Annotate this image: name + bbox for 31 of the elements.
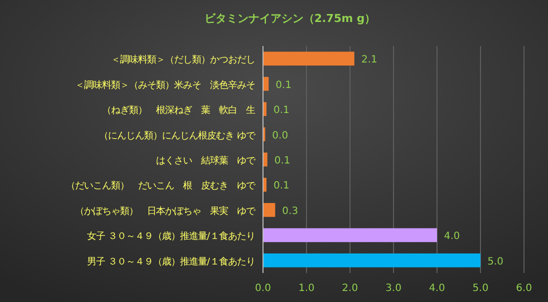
x-tick-label: 5.0 [472, 283, 488, 294]
y-tick-label: （にんじん類）にんじん根皮むき ゆで [99, 130, 256, 142]
data-label: 0.1 [273, 105, 290, 116]
y-tick-label: 男子 ３０～４９（歳）推進量/１食あたり [86, 256, 255, 268]
chart-title: ビタミンナイアシン（2.75m g） [204, 12, 376, 25]
x-tick-label: 3.0 [386, 283, 402, 294]
data-label: 0.1 [276, 80, 292, 91]
y-tick-label: （ねぎ類） 根深ねぎ 葉 軟白 生 [102, 105, 255, 116]
data-label: 5.0 [488, 256, 504, 268]
x-tick-label: 0.0 [255, 283, 271, 294]
y-tick-label: 女子 ３０～４９（歳）推進量/１食あたり [86, 231, 255, 242]
x-tick-label: 2.0 [342, 283, 358, 294]
y-tick-label: ＜調味料類＞（だし類）かつおだし [111, 54, 255, 66]
bar [263, 152, 268, 166]
data-label: 0.3 [282, 206, 298, 217]
data-label: 0.1 [274, 156, 290, 166]
y-tick-label: （だいこん類） だいこん 根 皮むき ゆで [66, 180, 256, 192]
x-tick-label: 1.0 [298, 283, 314, 294]
bar [263, 52, 354, 66]
bar [263, 203, 276, 217]
y-tick-label: （かぼちゃ類） 日本かぼちゃ 果実 ゆで [75, 206, 256, 217]
data-label: 2.1 [361, 54, 378, 66]
x-tick-label: 4.0 [429, 283, 445, 294]
bar [263, 253, 480, 268]
data-label: 4.0 [444, 231, 460, 242]
bar [263, 228, 437, 242]
y-tick-label: ＜調味料類＞（みそ類）米みそ 淡色辛みそ [75, 80, 255, 91]
data-label: 0.0 [272, 130, 288, 142]
y-tick-label: はくさい 結球葉 ゆで [156, 156, 256, 166]
data-label: 0.1 [273, 180, 290, 192]
x-tick-label: 6.0 [516, 283, 532, 294]
